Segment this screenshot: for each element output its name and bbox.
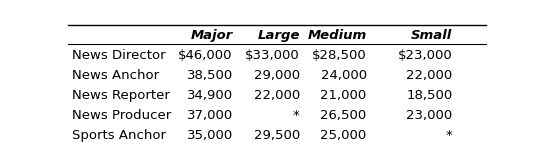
Text: $46,000: $46,000 (178, 49, 233, 62)
Text: Large: Large (257, 29, 300, 42)
Text: News Reporter: News Reporter (72, 89, 170, 102)
Text: 24,000: 24,000 (321, 69, 367, 82)
Text: Small: Small (411, 29, 453, 42)
Text: 23,000: 23,000 (406, 109, 453, 122)
Text: $23,000: $23,000 (398, 49, 453, 62)
Text: *: * (293, 109, 300, 122)
Text: 22,000: 22,000 (253, 89, 300, 102)
Text: $28,500: $28,500 (312, 49, 367, 62)
Text: *: * (446, 129, 453, 142)
Text: 37,000: 37,000 (186, 109, 233, 122)
Text: 18,500: 18,500 (406, 89, 453, 102)
Text: 38,500: 38,500 (186, 69, 233, 82)
Text: 26,500: 26,500 (320, 109, 367, 122)
Text: News Director: News Director (72, 49, 165, 62)
Text: 21,000: 21,000 (320, 89, 367, 102)
Text: Sports Anchor: Sports Anchor (72, 129, 166, 142)
Text: Medium: Medium (307, 29, 367, 42)
Text: 34,900: 34,900 (187, 89, 233, 102)
Text: News Anchor: News Anchor (72, 69, 159, 82)
Text: 35,000: 35,000 (186, 129, 233, 142)
Text: $33,000: $33,000 (245, 49, 300, 62)
Text: 22,000: 22,000 (406, 69, 453, 82)
Text: 25,000: 25,000 (320, 129, 367, 142)
Text: 29,000: 29,000 (254, 69, 300, 82)
Text: Major: Major (191, 29, 233, 42)
Text: News Producer: News Producer (72, 109, 171, 122)
Text: 29,500: 29,500 (253, 129, 300, 142)
